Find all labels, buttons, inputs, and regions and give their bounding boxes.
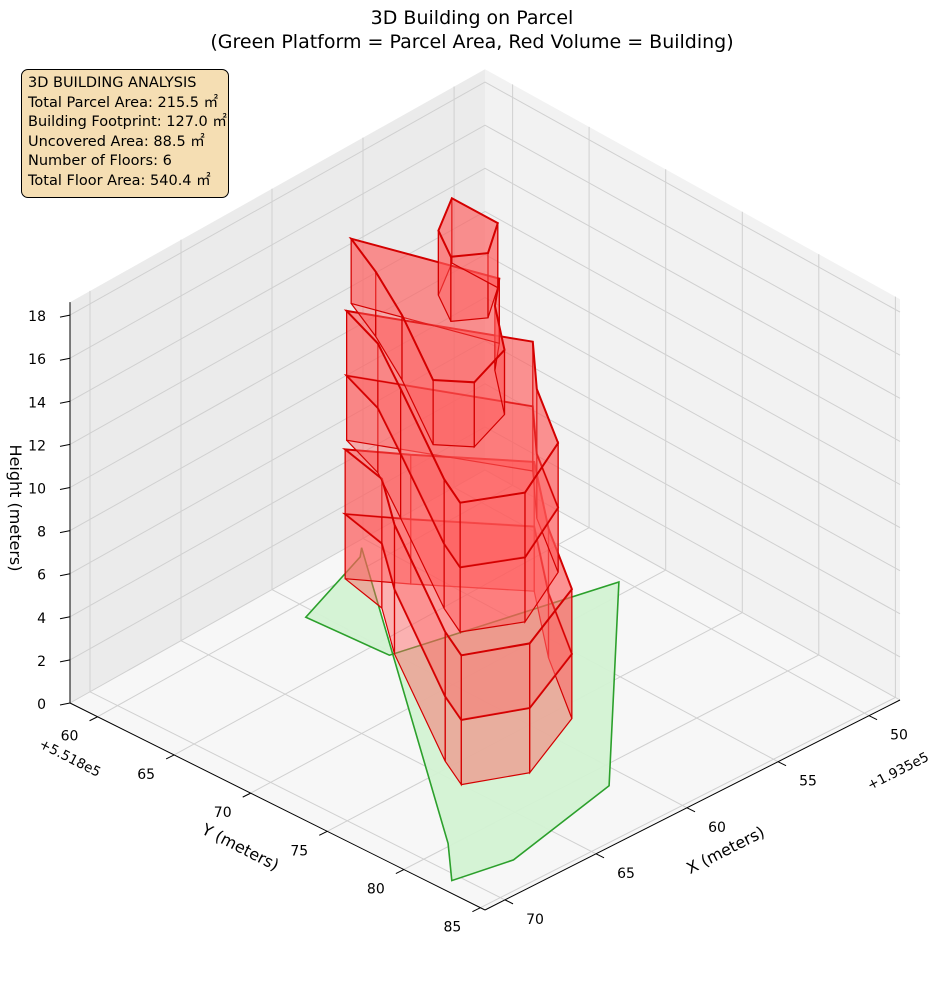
grid-line-z — [69, 124, 901, 359]
info-parcel-area: Total Parcel Area: 215.5 ㎡ — [28, 94, 219, 111]
z-tick-label: 10 — [28, 482, 46, 498]
grid-line-z — [69, 469, 901, 704]
grid-line-z — [69, 426, 901, 661]
y-tick-mark — [319, 830, 328, 836]
z-tick-label: 16 — [28, 352, 46, 368]
z-axis-title: Height (meters) — [6, 445, 25, 572]
z-tick-label: 6 — [37, 568, 46, 584]
z-tick-label: 18 — [28, 309, 46, 325]
grid-line-z — [69, 81, 901, 316]
z-tick-mark — [59, 530, 71, 534]
building-floor-4-side — [459, 491, 526, 568]
x-tick-label: 50 — [890, 728, 908, 744]
z-tick-mark — [59, 573, 71, 577]
y-tick-mark — [242, 792, 251, 798]
y-tick-label: 85 — [443, 920, 461, 936]
x-offset-label: +1.935e5 — [865, 749, 932, 794]
grid-line-z — [69, 383, 901, 618]
y-tick-mark — [89, 716, 98, 722]
x-axis-line — [484, 699, 901, 911]
x-tick-mark — [868, 715, 878, 721]
x-tick-mark — [504, 899, 514, 905]
z-tick-mark — [59, 702, 71, 706]
x-tick-mark — [777, 761, 787, 767]
grid-line-z — [69, 210, 901, 445]
y-axis-line — [69, 702, 486, 911]
y-tick-mark — [165, 754, 175, 760]
info-heading: 3D BUILDING ANALYSIS — [28, 75, 197, 91]
z-tick-label: 8 — [37, 525, 46, 541]
y-axis-title: Y (meters) — [198, 819, 282, 874]
y-tick-label: 75 — [290, 843, 308, 859]
building-floor-6-top — [437, 196, 500, 258]
grid-line-z — [69, 253, 901, 488]
pane-left — [70, 69, 485, 703]
z-tick-mark — [59, 400, 71, 404]
y-tick-label: 70 — [214, 805, 232, 821]
building-floor-2-top — [341, 448, 574, 657]
info-building-footprint: Building Footprint: 127.0 ㎡ — [28, 114, 227, 130]
z-tick-mark — [59, 659, 71, 663]
grid-line-z — [69, 167, 901, 402]
x-tick-mark — [595, 853, 605, 859]
z-tick-mark — [59, 357, 71, 361]
building-floor-3-side — [459, 556, 526, 633]
y-tick-mark — [472, 907, 481, 913]
chart-title: 3D Building on Parcel — [370, 7, 574, 29]
x-tick-label: 55 — [799, 774, 817, 790]
z-tick-mark — [59, 487, 71, 490]
x-tick-label: 70 — [526, 912, 544, 928]
z-tick-label: 14 — [28, 395, 46, 411]
y-tick-label: 60 — [61, 729, 79, 745]
x-tick-label: 60 — [708, 820, 726, 836]
building-floor-4-top — [343, 309, 560, 504]
building-floor-5-side — [432, 379, 475, 448]
z-tick-label: 12 — [28, 438, 46, 454]
analysis-info-box: 3D BUILDING ANALYSIS Total Parcel Area: … — [21, 69, 229, 198]
z-tick-label: 0 — [37, 697, 46, 713]
info-total-floor-area: Total Floor Area: 540.4 ㎡ — [28, 172, 211, 189]
building-floor-1-side — [460, 707, 531, 786]
building-floor-2-side — [460, 642, 531, 721]
grid-line-z — [69, 297, 901, 532]
z-tick-label: 4 — [37, 611, 46, 627]
z-tick-mark — [59, 443, 71, 447]
y-tick-mark — [395, 869, 405, 874]
x-tick-label: 65 — [617, 866, 635, 882]
y-tick-label: 80 — [367, 882, 385, 898]
info-number-of-floors: Number of Floors: 6 — [28, 153, 172, 169]
chart-subtitle: (Green Platform = Parcel Area, Red Volum… — [210, 31, 734, 53]
z-tick-label: 2 — [37, 654, 46, 670]
z-tick-mark — [59, 616, 71, 620]
grid-line-z — [69, 340, 901, 575]
info-uncovered-area: Uncovered Area: 88.5 ㎡ — [28, 133, 205, 150]
y-tick-label: 65 — [137, 767, 155, 783]
z-tick-mark — [59, 314, 71, 318]
x-tick-mark — [686, 807, 696, 813]
